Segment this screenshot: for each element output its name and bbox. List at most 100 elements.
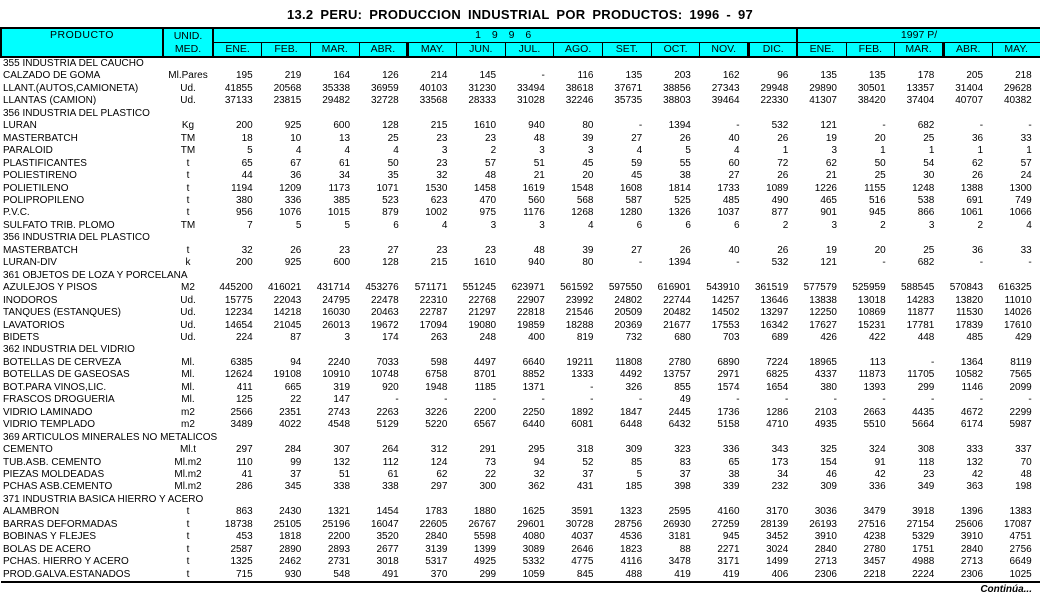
unit-cell: t bbox=[186, 556, 190, 568]
value-cell: 291 bbox=[479, 444, 497, 456]
value-cell: 29482 bbox=[322, 95, 351, 107]
value-cell: 2271 bbox=[717, 543, 740, 555]
value-cell: 13357 bbox=[906, 82, 935, 94]
table-row: SULFATO TRIB. PLOMO TM 7 5 5 6 4 3 3 4 6 6 6 2 3 2 3 2 4 bbox=[1, 220, 1040, 232]
value-cell: 29890 bbox=[809, 82, 837, 94]
value-cell: - bbox=[882, 394, 886, 406]
value-cell: 5329 bbox=[912, 531, 935, 543]
value-cell: 178 bbox=[917, 70, 935, 82]
product-label: POLIETILENO bbox=[3, 182, 69, 194]
value-cell: 4672 bbox=[960, 406, 984, 418]
product-label: FRASCOS DROGUERÍA bbox=[3, 394, 115, 406]
product-label: CALZADO DE GOMA bbox=[3, 70, 101, 82]
unit-cell: Ud. bbox=[180, 331, 196, 343]
value-cell: 11873 bbox=[858, 369, 886, 381]
value-cell: 38618 bbox=[565, 82, 594, 94]
value-cell: 14283 bbox=[906, 294, 935, 306]
value-cell: 50 bbox=[874, 157, 886, 169]
unit-cell: t bbox=[186, 182, 190, 194]
value-cell: 65 bbox=[241, 157, 253, 169]
value-cell: 45 bbox=[582, 157, 594, 169]
value-cell: 1209 bbox=[279, 182, 302, 194]
value-cell: 72 bbox=[777, 157, 789, 169]
product-label: PARALOID bbox=[3, 145, 53, 157]
value-cell: 10869 bbox=[857, 307, 886, 319]
value-cell: 925 bbox=[284, 257, 302, 269]
value-cell: 40103 bbox=[419, 82, 448, 94]
value-cell: 2840 bbox=[960, 543, 984, 555]
value-cell: 39464 bbox=[711, 95, 740, 107]
value-cell: 31230 bbox=[468, 82, 497, 94]
value-cell: 2 bbox=[880, 219, 886, 231]
value-cell: 7224 bbox=[766, 356, 789, 368]
value-cell: 23815 bbox=[273, 95, 302, 107]
value-cell: 21297 bbox=[468, 307, 497, 319]
value-cell: 1025 bbox=[992, 568, 1040, 584]
value-cell: 732 bbox=[625, 331, 643, 343]
value-cell: 22818 bbox=[517, 307, 545, 319]
value-cell: 33568 bbox=[419, 95, 448, 107]
value-cell: 362 bbox=[528, 481, 545, 493]
value-cell: 10582 bbox=[955, 369, 984, 381]
value-cell: 3 bbox=[441, 145, 448, 157]
value-cell: 3452 bbox=[766, 531, 789, 543]
product-label: BOTELLAS DE CERVEZA bbox=[3, 356, 122, 368]
unit-cell: k bbox=[185, 257, 191, 269]
value-cell: 19672 bbox=[370, 319, 399, 331]
value-cell: 682 bbox=[917, 257, 935, 269]
value-cell: 1268 bbox=[571, 207, 594, 219]
value-cell: 2971 bbox=[717, 369, 740, 381]
unit-cell: Ud. bbox=[180, 294, 196, 306]
unit-cell: t bbox=[186, 194, 190, 206]
value-cell: 28333 bbox=[468, 95, 497, 107]
product-label: BIDETS bbox=[3, 331, 40, 343]
product-label: MASTERBATCH bbox=[3, 132, 78, 144]
product-label: POLIESTIRENO bbox=[3, 170, 77, 182]
table-row: TANQUES (ESTANQUES) Ud. 12234 14218 16030 204… bbox=[1, 307, 1040, 319]
value-cell: 845 bbox=[553, 568, 603, 584]
value-cell: 26 bbox=[777, 244, 789, 256]
value-cell: 2663 bbox=[863, 406, 886, 418]
value-cell: 4 bbox=[636, 145, 643, 157]
section-label: 356 INDUSTRIA DEL PLASTICO bbox=[3, 107, 150, 119]
value-cell: 27 bbox=[387, 244, 399, 256]
value-cell: 5129 bbox=[376, 419, 399, 431]
product-label: POLIPROPILENO bbox=[3, 194, 85, 206]
value-cell: 2780 bbox=[863, 543, 886, 555]
value-cell: 525959 bbox=[852, 282, 886, 294]
value-cell: 13757 bbox=[663, 369, 691, 381]
month-header: MAR. bbox=[894, 42, 944, 58]
value-cell: 232 bbox=[771, 481, 789, 493]
value-cell: 13838 bbox=[809, 294, 837, 306]
column-header-producto: PRODUCTO bbox=[0, 27, 164, 58]
unit-cell: Ml. bbox=[181, 369, 195, 381]
table-body: 355 INDUSTRIA DEL CAUCHO CALZADO DE GOMA M… bbox=[1, 57, 1040, 584]
value-cell: 419 bbox=[699, 568, 749, 584]
value-cell: 19859 bbox=[517, 319, 545, 331]
value-cell: 1654 bbox=[766, 381, 789, 393]
value-cell: 18738 bbox=[224, 518, 253, 530]
value-cell: 523 bbox=[382, 194, 399, 206]
value-cell: 419 bbox=[651, 568, 700, 584]
value-cell: 689 bbox=[771, 331, 789, 343]
value-cell: 855 bbox=[674, 381, 691, 393]
value-cell: 36 bbox=[290, 170, 302, 182]
value-cell: 3181 bbox=[668, 531, 691, 543]
value-cell: 2351 bbox=[279, 406, 302, 418]
value-cell: 400 bbox=[528, 331, 545, 343]
value-cell: 29948 bbox=[760, 82, 789, 94]
value-cell: 33494 bbox=[517, 82, 545, 94]
product-label: LURAN-DIV bbox=[3, 257, 57, 269]
value-cell: 13 bbox=[338, 132, 351, 144]
value-cell: 23 bbox=[436, 132, 448, 144]
value-cell: 4492 bbox=[619, 369, 643, 381]
value-cell: 945 bbox=[722, 531, 740, 543]
value-cell: 4116 bbox=[620, 556, 643, 568]
value-cell: 2 bbox=[490, 145, 497, 157]
value-cell: 24795 bbox=[322, 294, 351, 306]
value-cell: 200 bbox=[236, 257, 253, 269]
value-cell: 345 bbox=[284, 481, 302, 493]
value-cell: 901 bbox=[820, 207, 837, 219]
value-cell: 31028 bbox=[517, 95, 545, 107]
value-cell: 22907 bbox=[517, 294, 545, 306]
